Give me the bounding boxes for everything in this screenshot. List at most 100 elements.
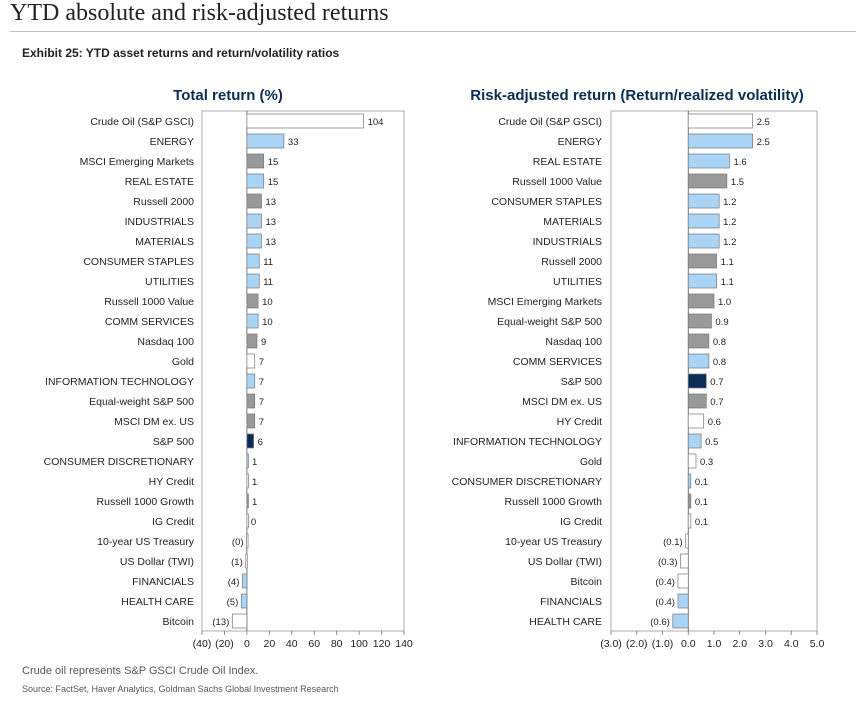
bar <box>687 293 715 309</box>
bar <box>687 493 692 509</box>
bar <box>242 573 248 589</box>
category-label: CONSUMER DISCRETIONARY <box>44 456 194 468</box>
data-label: (0.4) <box>655 597 675 608</box>
data-label: (1) <box>231 557 243 568</box>
data-label: 1.6 <box>733 157 746 168</box>
bar <box>687 173 728 189</box>
data-label: 1.5 <box>731 177 744 188</box>
data-label: (0) <box>232 537 244 548</box>
bar <box>687 193 720 209</box>
data-label: 2.5 <box>757 137 770 148</box>
x-tick-label: 40 <box>286 638 298 650</box>
bar <box>246 133 285 149</box>
bar <box>687 433 702 449</box>
footnote: Crude oil represents S&P GSCI Crude Oil … <box>22 665 259 677</box>
category-label: Gold <box>580 456 602 468</box>
bar <box>687 453 697 469</box>
category-label: ENERGY <box>558 136 602 148</box>
chart-title: Total return (%) <box>173 87 283 104</box>
bar <box>672 613 689 629</box>
x-tick-label: 2.0 <box>732 638 747 650</box>
total-return-chart: Total return (%) Crude Oil (S&P GSCI) 104 E… <box>44 87 413 650</box>
category-label: Russell 2000 <box>133 196 194 208</box>
data-label: 1.1 <box>721 257 734 268</box>
data-label: 6 <box>258 437 263 448</box>
title-divider <box>10 31 856 32</box>
data-label: 0.7 <box>710 377 723 388</box>
category-label: COMM SERVICES <box>105 316 194 328</box>
category-label: INDUSTRIALS <box>125 216 194 228</box>
bar <box>687 213 720 229</box>
bar <box>680 553 689 569</box>
category-label: Russell 1000 Value <box>104 296 194 308</box>
category-label: MSCI Emerging Markets <box>488 296 602 308</box>
bar <box>246 353 256 369</box>
category-label: MSCI DM ex. US <box>114 416 194 428</box>
data-label: 11 <box>263 277 273 288</box>
category-label: Crude Oil (S&P GSCI) <box>498 116 602 128</box>
data-label: 104 <box>368 117 384 128</box>
category-label: Gold <box>172 356 194 368</box>
x-tick-label: 0.0 <box>681 638 696 650</box>
bar <box>246 533 249 549</box>
bar <box>246 453 249 469</box>
bar <box>246 153 265 169</box>
bar <box>245 553 248 569</box>
category-label: REAL ESTATE <box>533 156 602 168</box>
category-label: S&P 500 <box>561 376 602 388</box>
data-label: 0.9 <box>715 317 728 328</box>
data-label: 1 <box>252 497 257 508</box>
category-label: UTILITIES <box>553 276 602 288</box>
x-tick-label: 1.0 <box>707 638 722 650</box>
x-tick-label: (3.0) <box>600 638 622 650</box>
data-label: 1.2 <box>723 237 736 248</box>
x-tick-label: 5.0 <box>810 638 825 650</box>
risk-adjusted-chart: Risk-adjusted return (Return/realized vo… <box>452 87 825 650</box>
bar <box>677 573 689 589</box>
category-label: CONSUMER STAPLES <box>83 256 194 268</box>
data-label: 0.3 <box>700 457 713 468</box>
category-label: INDUSTRIALS <box>533 236 602 248</box>
category-label: Bitcoin <box>162 616 194 628</box>
category-label: Russell 1000 Value <box>512 176 602 188</box>
data-label: 0.7 <box>710 397 723 408</box>
data-label: 0.8 <box>713 337 726 348</box>
category-label: INFORMATION TECHNOLOGY <box>453 436 602 448</box>
bar <box>687 413 705 429</box>
data-label: 9 <box>261 337 266 348</box>
bar <box>231 613 248 629</box>
x-tick-label: 120 <box>373 638 391 650</box>
category-label: HY Credit <box>149 476 194 488</box>
category-label: FINANCIALS <box>540 596 602 608</box>
x-tick-label: 80 <box>331 638 343 650</box>
category-label: Russell 1000 Growth <box>505 496 603 508</box>
bar <box>246 193 262 209</box>
bar <box>246 113 364 129</box>
category-label: REAL ESTATE <box>125 176 194 188</box>
data-label: 15 <box>268 177 279 188</box>
category-label: 10-year US Treasury <box>505 536 603 548</box>
data-label: 1.0 <box>718 297 731 308</box>
bar <box>677 593 689 609</box>
category-label: COMM SERVICES <box>513 356 602 368</box>
data-label: (0.1) <box>663 537 683 548</box>
category-label: INFORMATION TECHNOLOGY <box>45 376 194 388</box>
category-label: UTILITIES <box>145 276 194 288</box>
bar <box>687 273 717 289</box>
bar <box>246 493 249 509</box>
bar <box>246 213 262 229</box>
category-label: HEALTH CARE <box>121 596 194 608</box>
category-label: Nasdaq 100 <box>137 336 194 348</box>
data-label: (5) <box>227 597 239 608</box>
bar <box>246 413 256 429</box>
bar <box>687 393 707 409</box>
x-tick-label: 20 <box>263 638 275 650</box>
data-label: 0.8 <box>713 357 726 368</box>
category-label: MSCI DM ex. US <box>522 396 602 408</box>
chart-title: Risk-adjusted return (Return/realized vo… <box>470 87 803 104</box>
category-label: S&P 500 <box>153 436 194 448</box>
category-label: Russell 2000 <box>541 256 602 268</box>
data-label: (0.6) <box>650 617 670 628</box>
data-label: 1.2 <box>723 197 736 208</box>
